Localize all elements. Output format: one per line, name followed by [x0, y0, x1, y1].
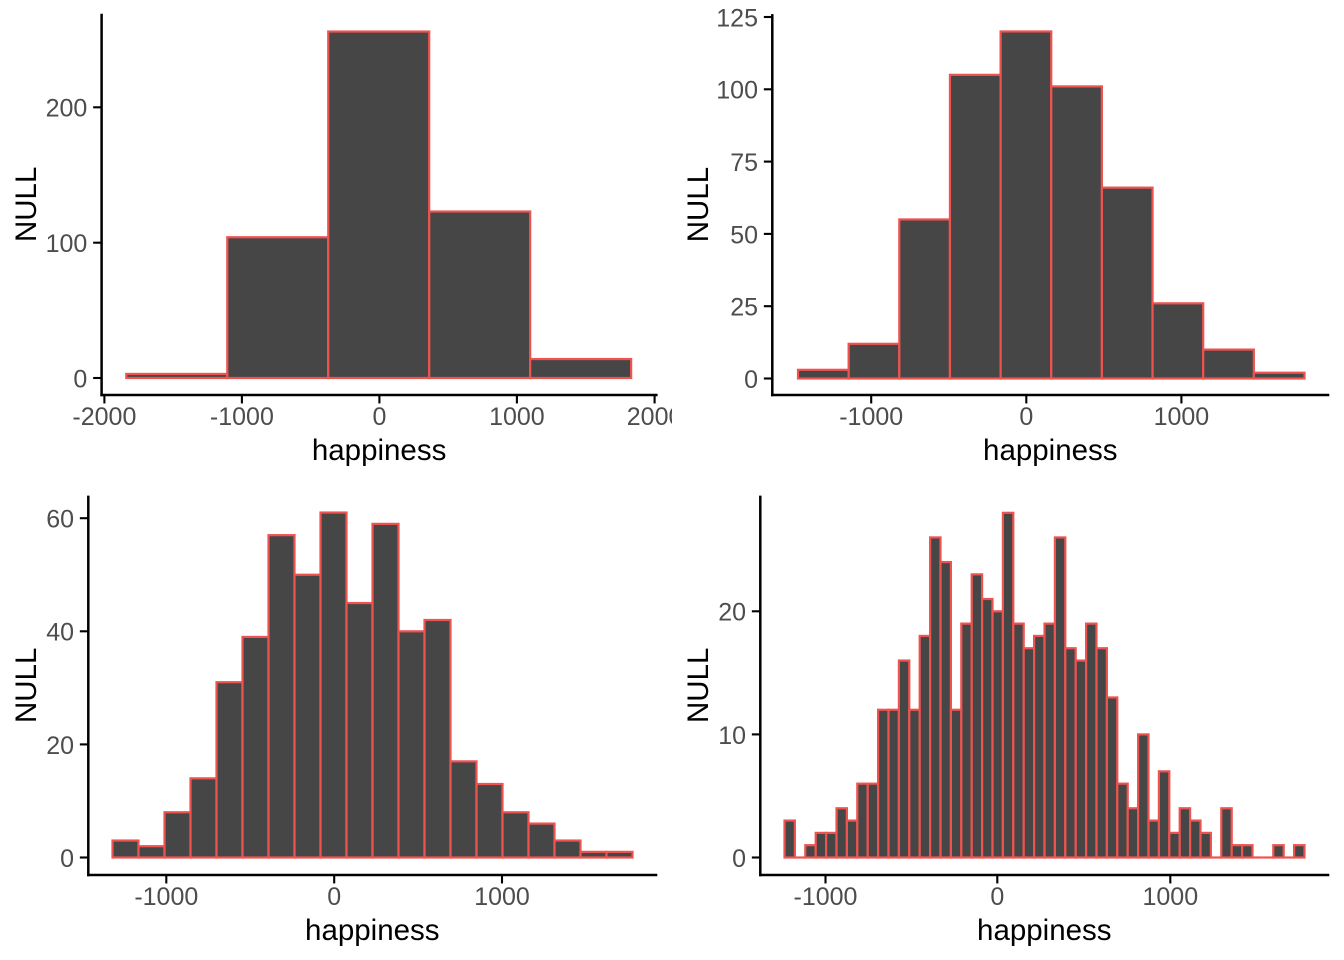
svg-text:0: 0 [990, 883, 1004, 911]
svg-text:-1000: -1000 [210, 403, 274, 431]
svg-text:25: 25 [730, 294, 758, 322]
svg-text:100: 100 [46, 230, 88, 258]
svg-text:-1000: -1000 [839, 403, 903, 431]
svg-text:1000: 1000 [1142, 883, 1198, 911]
svg-text:0: 0 [60, 845, 74, 873]
svg-text:0: 0 [327, 883, 341, 911]
svg-text:200: 200 [46, 95, 88, 123]
svg-text:1000: 1000 [474, 883, 530, 911]
svg-text:happiness: happiness [977, 914, 1112, 947]
svg-text:happiness: happiness [305, 914, 440, 947]
svg-text:0: 0 [73, 365, 87, 393]
svg-text:1000: 1000 [1154, 403, 1210, 431]
svg-text:2000: 2000 [627, 403, 683, 431]
svg-text:50: 50 [730, 221, 758, 249]
svg-text:60: 60 [46, 506, 74, 534]
svg-text:20: 20 [46, 732, 74, 760]
svg-text:1000: 1000 [489, 403, 545, 431]
svg-text:0: 0 [732, 845, 746, 873]
svg-text:NULL: NULL [682, 167, 715, 242]
svg-text:happiness: happiness [983, 434, 1118, 467]
svg-text:75: 75 [730, 149, 758, 177]
svg-text:NULL: NULL [10, 167, 43, 242]
svg-text:10: 10 [718, 722, 746, 750]
svg-text:NULL: NULL [682, 648, 715, 723]
svg-text:-1000: -1000 [134, 883, 198, 911]
svg-text:-1000: -1000 [794, 883, 858, 911]
svg-text:0: 0 [372, 403, 386, 431]
svg-text:0: 0 [1019, 403, 1033, 431]
svg-text:happiness: happiness [312, 434, 447, 467]
svg-text:-2000: -2000 [72, 403, 136, 431]
svg-text:125: 125 [716, 4, 758, 32]
svg-text:40: 40 [46, 619, 74, 647]
svg-text:20: 20 [718, 599, 746, 627]
svg-text:100: 100 [716, 77, 758, 105]
svg-text:0: 0 [744, 366, 758, 394]
svg-text:NULL: NULL [10, 648, 43, 723]
